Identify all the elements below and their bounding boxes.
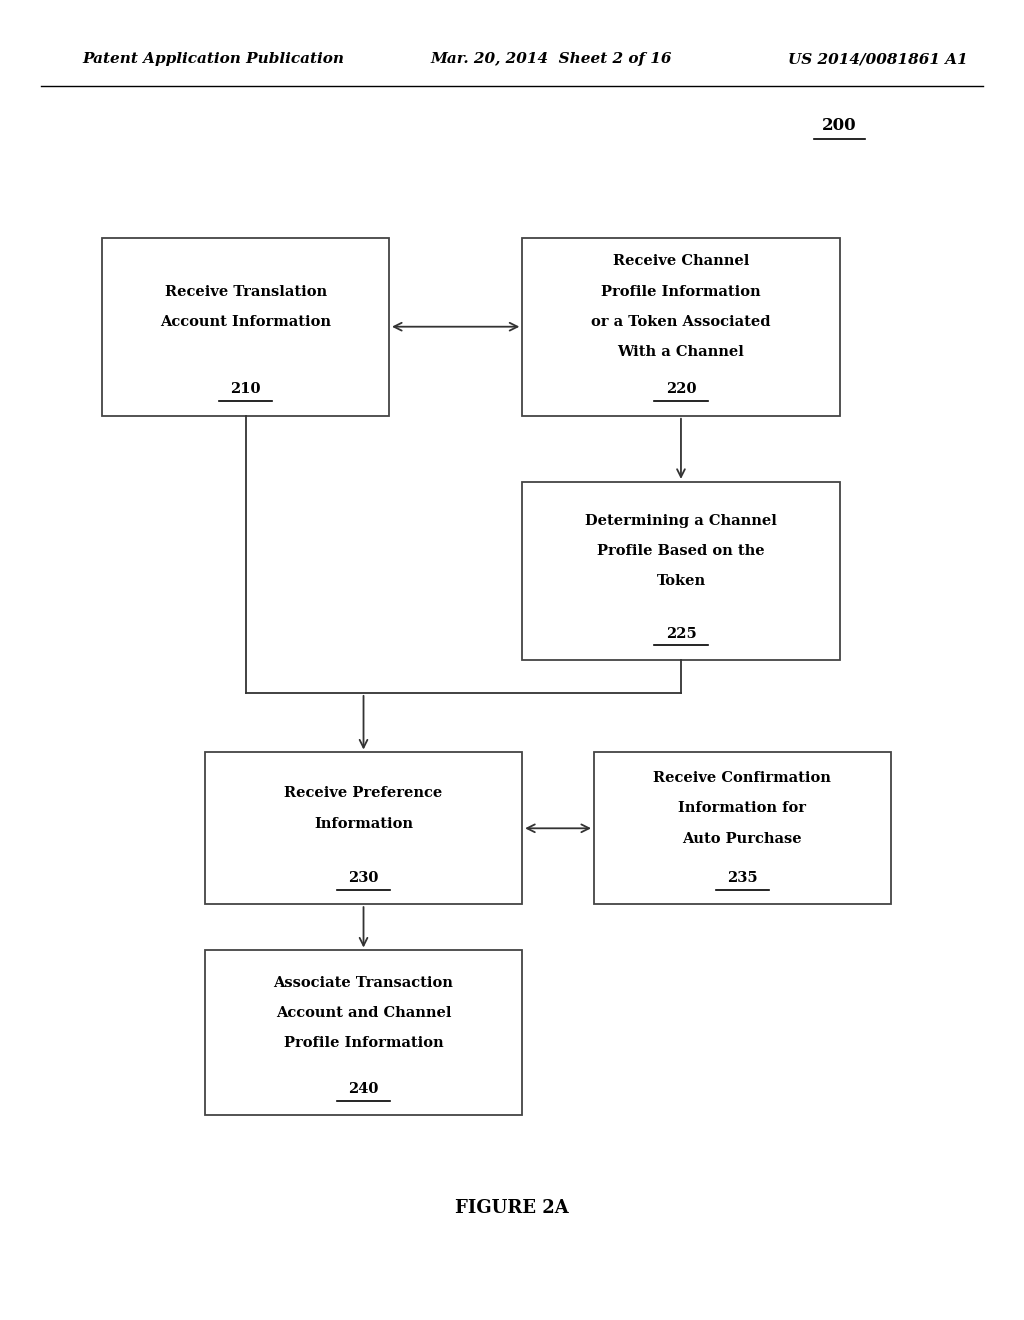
Text: 230: 230 — [348, 871, 379, 884]
Text: 220: 220 — [666, 383, 696, 396]
Text: FIGURE 2A: FIGURE 2A — [455, 1199, 569, 1217]
FancyBboxPatch shape — [594, 752, 891, 904]
Text: Information for: Information for — [678, 801, 807, 816]
Text: 240: 240 — [348, 1082, 379, 1096]
Text: Account and Channel: Account and Channel — [275, 1006, 452, 1020]
Text: Patent Application Publication: Patent Application Publication — [82, 53, 344, 66]
Text: Token: Token — [656, 574, 706, 589]
Text: Receive Translation: Receive Translation — [165, 285, 327, 298]
Text: Auto Purchase: Auto Purchase — [683, 832, 802, 846]
Text: 225: 225 — [666, 627, 696, 640]
Text: Receive Channel: Receive Channel — [612, 255, 750, 268]
Text: Receive Preference: Receive Preference — [285, 787, 442, 800]
Text: Associate Transaction: Associate Transaction — [273, 975, 454, 990]
Text: With a Channel: With a Channel — [617, 346, 744, 359]
FancyBboxPatch shape — [102, 238, 389, 416]
Text: or a Token Associated: or a Token Associated — [591, 315, 771, 329]
Text: Account Information: Account Information — [161, 315, 331, 329]
Text: Mar. 20, 2014  Sheet 2 of 16: Mar. 20, 2014 Sheet 2 of 16 — [430, 53, 672, 66]
Text: Determining a Channel: Determining a Channel — [585, 513, 777, 528]
FancyBboxPatch shape — [205, 950, 522, 1115]
FancyBboxPatch shape — [522, 238, 840, 416]
Text: Information: Information — [314, 817, 413, 830]
Text: Profile Based on the: Profile Based on the — [597, 544, 765, 558]
Text: Profile Information: Profile Information — [284, 1036, 443, 1051]
Text: 210: 210 — [230, 383, 261, 396]
Text: 200: 200 — [822, 117, 857, 133]
Text: 235: 235 — [727, 871, 758, 884]
FancyBboxPatch shape — [522, 482, 840, 660]
Text: US 2014/0081861 A1: US 2014/0081861 A1 — [788, 53, 969, 66]
Text: Profile Information: Profile Information — [601, 285, 761, 298]
Text: Receive Confirmation: Receive Confirmation — [653, 771, 831, 785]
FancyBboxPatch shape — [205, 752, 522, 904]
